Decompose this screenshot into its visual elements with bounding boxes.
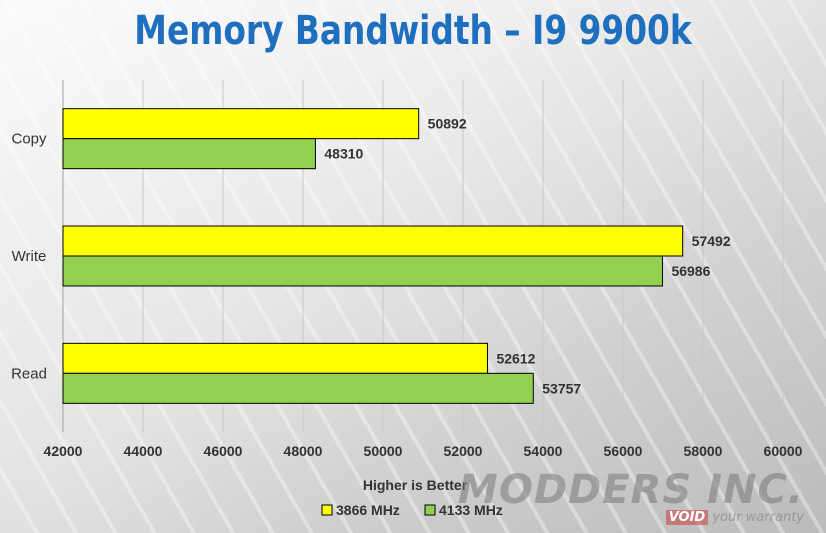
y-category-label: Write <box>12 248 47 265</box>
x-tick-label: 60000 <box>764 443 803 459</box>
x-tick-label: 52000 <box>444 443 483 459</box>
bar <box>62 108 420 140</box>
chart-title: Memory Bandwidth – I9 9900k <box>134 8 692 54</box>
legend-entry: 3866 MHz <box>336 502 400 518</box>
data-label: 52612 <box>496 350 535 366</box>
x-axis-label: Higher is Better <box>363 477 468 493</box>
watermark-logo: MODDERS INC. VOID your warranty <box>458 470 804 525</box>
legend-swatch <box>321 504 333 516</box>
data-label: 50892 <box>428 116 467 132</box>
x-tick-label: 56000 <box>604 443 643 459</box>
bar <box>62 255 663 287</box>
y-category-label: Read <box>11 365 47 382</box>
x-tick-label: 44000 <box>124 443 163 459</box>
bar <box>62 342 488 374</box>
watermark-sub-text: your warranty <box>712 510 804 525</box>
bar <box>62 225 684 257</box>
data-label: 57492 <box>692 233 731 249</box>
legend-entry: 4133 MHz <box>439 502 503 518</box>
data-label: 53757 <box>542 380 581 396</box>
x-tick-label: 48000 <box>284 443 323 459</box>
x-tick-label: 42000 <box>44 443 83 459</box>
x-tick-label: 58000 <box>684 443 723 459</box>
y-category-label: Copy <box>11 131 47 148</box>
legend-swatch <box>424 504 436 516</box>
x-tick-label: 54000 <box>524 443 563 459</box>
x-tick-label: 50000 <box>364 443 403 459</box>
x-tick-label: 46000 <box>204 443 243 459</box>
watermark-sub: VOID your warranty <box>458 510 804 525</box>
watermark-main: MODDERS INC. <box>458 467 804 513</box>
watermark-void: VOID <box>665 510 709 525</box>
bar <box>62 372 534 404</box>
bar <box>62 138 316 170</box>
data-label: 48310 <box>324 146 363 162</box>
data-label: 56986 <box>671 263 710 279</box>
